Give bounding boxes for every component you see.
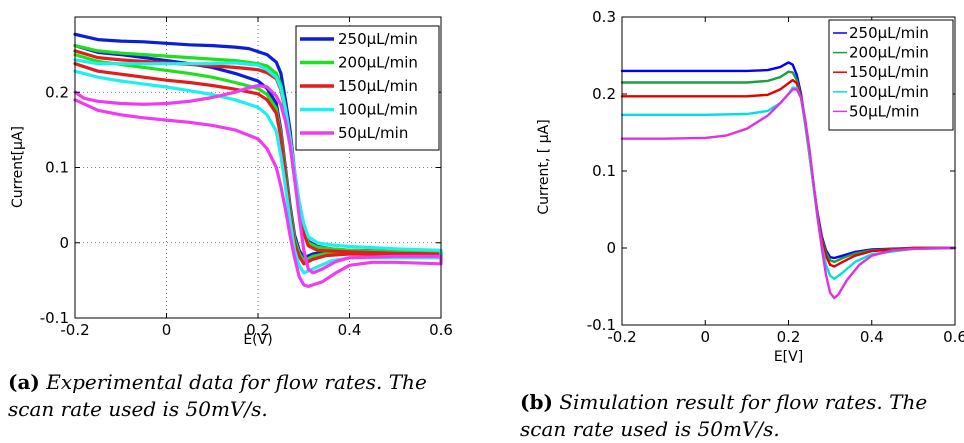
a-x-tick-label: 0 — [162, 321, 172, 339]
a-y-axis-label: Current[µA] — [10, 126, 26, 208]
b-y-tick-label: -0.1 — [587, 316, 616, 334]
a-legend-label-3: 100µL/min — [338, 101, 418, 119]
a-x-axis-label: E(V) — [243, 332, 272, 348]
a-x-tick-label: 0.4 — [338, 321, 362, 339]
b-x-tick-label: -0.2 — [607, 328, 636, 346]
caption-a: (a) Experimental data for flow rates. Th… — [8, 369, 478, 423]
b-x-tick-label: 0.2 — [777, 328, 801, 346]
a-x-tick-label: 0.2 — [246, 321, 270, 339]
a-y-tick-label: 0 — [59, 234, 69, 252]
a-y-tick-label: 0.2 — [45, 83, 69, 101]
a-x-tick-label: -0.2 — [60, 321, 89, 339]
b-legend-label-0: 250µL/min — [849, 24, 929, 42]
b-series-line-4 — [620, 88, 957, 300]
b-y-tick-label: 0.3 — [592, 8, 616, 26]
caption-b-text: Simulation result for flow rates. The sc… — [520, 390, 928, 441]
b-x-tick-label: 0.4 — [860, 328, 884, 346]
caption-b-tag: (b) — [520, 390, 553, 414]
b-legend-label-3: 100µL/min — [849, 83, 929, 101]
chart-a: -0.2 0 0.2 0.4 0.6-0.100.10.2E(V)Current[µA]… — [10, 16, 453, 348]
b-legend-label-2: 150µL/min — [849, 63, 929, 81]
chart-b: -0.2 0 0.2 0.4 0.6 -0.1 0 0.1 0.2 0.3 E[V] Current,… — [536, 8, 964, 365]
a-x-tick-label: 0.6 — [429, 321, 453, 339]
b-legend-label-1: 200µL/min — [849, 44, 929, 62]
a-legend-label-2: 150µL/min — [338, 77, 418, 95]
b-x-axis-label: E[V] — [774, 349, 803, 365]
b-y-tick-label: 0.2 — [592, 85, 616, 103]
a-y-tick-label: -0.1 — [40, 309, 69, 327]
a-y-tick-label: 0.1 — [45, 159, 69, 177]
a-series-line-4 — [73, 83, 443, 288]
a-legend-box — [295, 25, 440, 151]
a-legend-label-4: 50µL/min — [338, 124, 408, 142]
a-legend-label-1: 200µL/min — [338, 54, 418, 72]
caption-a-text: Experimental data for flow rates. The sc… — [8, 370, 427, 421]
a-legend-label-0: 250µL/min — [338, 30, 418, 48]
b-y-tick-label: 0 — [606, 239, 616, 257]
caption-a-tag: (a) — [8, 370, 40, 394]
b-x-tick-label: 0.6 — [943, 328, 964, 346]
b-y-tick-label: 0.1 — [592, 162, 616, 180]
b-x-tick-label: 0 — [700, 328, 710, 346]
b-legend-box — [828, 19, 954, 131]
caption-b: (b) Simulation result for flow rates. Th… — [520, 389, 960, 443]
b-y-axis-label: Current, [ µA] — [536, 119, 552, 214]
b-legend-label-4: 50µL/min — [849, 102, 919, 120]
